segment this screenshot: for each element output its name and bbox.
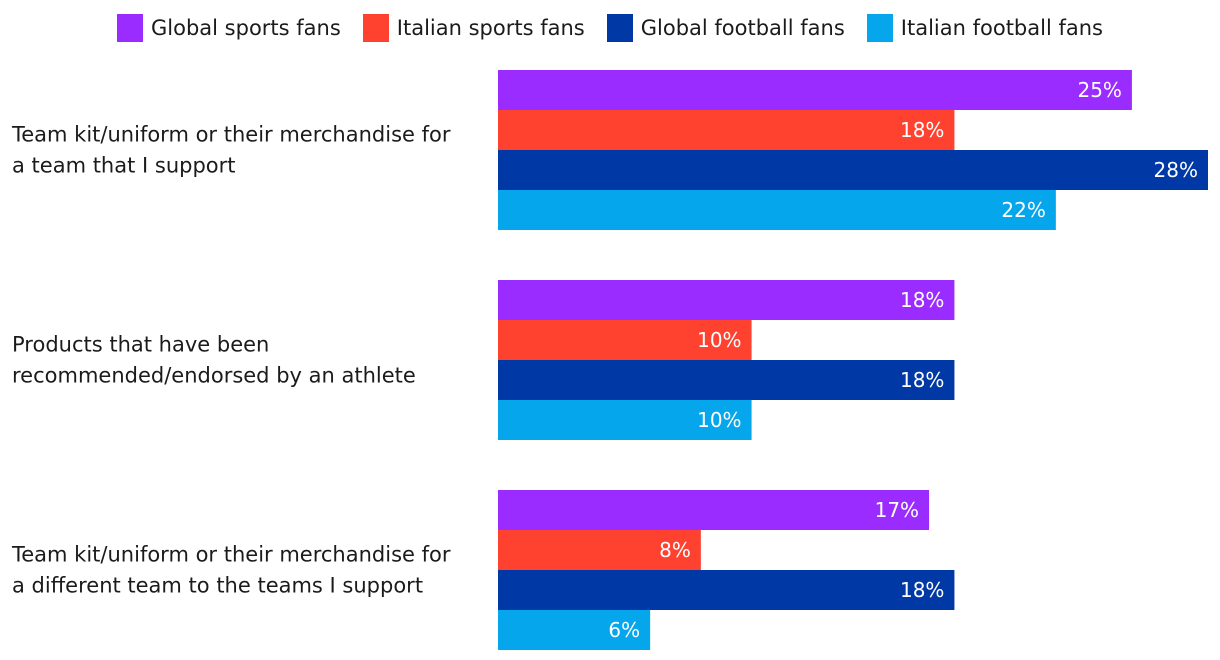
- bar: [498, 70, 1132, 110]
- legend-label: Global sports fans: [151, 16, 341, 40]
- legend-item: Italian football fans: [866, 14, 1103, 42]
- bar: [498, 190, 1056, 230]
- bar-value-label: 17%: [875, 498, 919, 522]
- category-label: Products that have been recommended/endor…: [12, 333, 416, 388]
- bar-value-label: 18%: [900, 578, 944, 602]
- bar-value-label: 28%: [1154, 158, 1198, 182]
- legend-swatch: [866, 14, 893, 42]
- bar: [498, 490, 930, 530]
- legend-item: Italian sports fans: [362, 14, 585, 42]
- bar-value-label: 25%: [1077, 78, 1121, 102]
- bar: [498, 610, 651, 650]
- legend-item: Global sports fans: [117, 14, 341, 42]
- bar: [498, 280, 955, 320]
- bar: [498, 150, 1208, 190]
- category-label: Team kit/uniform or their merchandise fo…: [11, 543, 451, 598]
- bar-value-label: 6%: [608, 618, 640, 642]
- bar-value-label: 10%: [697, 328, 741, 352]
- legend-label: Italian sports fans: [396, 16, 585, 40]
- legend-label: Global football fans: [640, 16, 845, 40]
- legend: Global sports fans Italian sports fans Glo…: [0, 12, 1220, 44]
- bar-value-label: 22%: [1001, 198, 1045, 222]
- bar: [498, 570, 955, 610]
- bar: [498, 360, 955, 400]
- bar-value-label: 10%: [697, 408, 741, 432]
- legend-label: Italian football fans: [900, 16, 1103, 40]
- legend-item: Global football fans: [606, 14, 845, 42]
- bar-value-label: 8%: [659, 538, 691, 562]
- bar: [498, 400, 752, 440]
- bar: [498, 530, 701, 570]
- bar: [498, 110, 955, 150]
- legend-swatch: [362, 14, 389, 42]
- bar-value-label: 18%: [900, 368, 944, 392]
- category-label: Team kit/uniform or their merchandise fo…: [11, 123, 451, 178]
- legend-swatch: [606, 14, 633, 42]
- bar-value-label: 18%: [900, 118, 944, 142]
- bar: [498, 320, 752, 360]
- legend-swatch: [117, 14, 144, 42]
- bar-value-label: 18%: [900, 288, 944, 312]
